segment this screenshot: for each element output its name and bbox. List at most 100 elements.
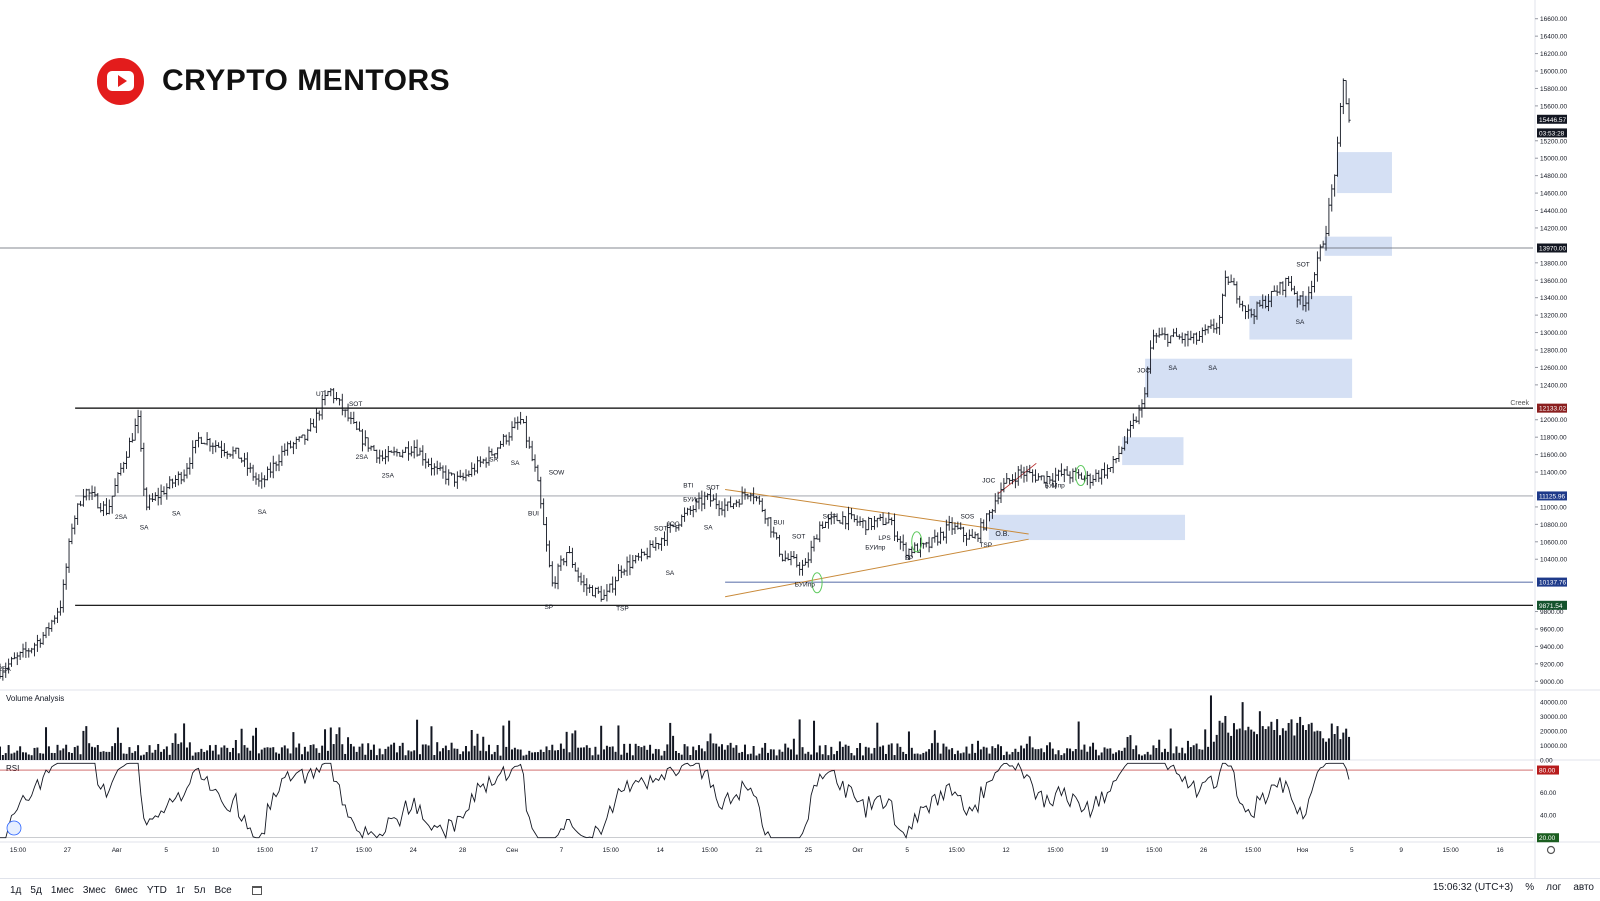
- range-5d[interactable]: 5д: [30, 884, 42, 896]
- volume-bar: [303, 746, 306, 760]
- volume-bar: [767, 752, 770, 760]
- brand-header: CRYPTO MENTORS: [97, 57, 450, 105]
- volume-bar: [637, 745, 640, 760]
- volume-bar: [424, 744, 427, 760]
- volume-bar: [427, 745, 430, 760]
- clock-readout[interactable]: 15:06:32 (UTC+3): [1432, 882, 1514, 893]
- volume-bar: [1158, 739, 1161, 760]
- volume-bar: [479, 750, 482, 760]
- gear-icon[interactable]: [1546, 845, 1556, 855]
- volume-bar: [1123, 747, 1126, 760]
- rsi-line: [0, 762, 1350, 840]
- volume-bar: [1100, 752, 1103, 760]
- volume-bar: [548, 750, 551, 760]
- time-tick-label: 15:00: [1047, 847, 1064, 854]
- volume-bar: [490, 754, 493, 760]
- time-tick-label: 5: [1350, 847, 1354, 854]
- wyckoff-label: SA: [140, 525, 149, 532]
- brand-title: CRYPTO MENTORS: [162, 64, 451, 97]
- time-tick-label: 7: [560, 847, 564, 854]
- volume-bar: [231, 747, 234, 760]
- volume-bar: [565, 731, 568, 760]
- range-ytd[interactable]: YTD: [146, 884, 167, 896]
- percent-toggle[interactable]: %: [1525, 882, 1535, 893]
- volume-bar: [467, 751, 470, 760]
- demand-zone: [988, 514, 1186, 541]
- volume-bar: [1034, 749, 1037, 760]
- volume-bar: [194, 752, 197, 760]
- volume-bar: [315, 748, 318, 760]
- volume-bar: [1247, 726, 1250, 760]
- volume-bar: [824, 745, 827, 760]
- volume-bar: [833, 754, 836, 760]
- volume-bar: [292, 732, 295, 760]
- volume-bar: [919, 754, 922, 760]
- wyckoff-label: БУИпр: [1045, 483, 1065, 490]
- youtube-icon[interactable]: [97, 57, 144, 105]
- price-tick-label: 15200.00: [1540, 138, 1567, 145]
- volume-bar: [1008, 754, 1011, 760]
- volume-bar: [761, 747, 764, 760]
- volume-bar: [1244, 730, 1247, 760]
- range-all[interactable]: Все: [214, 884, 232, 896]
- volume-bar: [367, 743, 370, 760]
- price-tick-label: 12800.00: [1540, 348, 1567, 355]
- wyckoff-label: JOC: [982, 478, 995, 485]
- time-tick-label: Ноя: [1296, 847, 1308, 854]
- volume-bar: [361, 743, 364, 760]
- volume-bar: [588, 747, 591, 760]
- volume-bar: [1057, 750, 1060, 760]
- volume-bar: [1109, 748, 1112, 760]
- wyckoff-label: SA: [172, 511, 181, 518]
- volume-bar: [847, 745, 850, 760]
- volume-bar: [335, 734, 338, 760]
- volume-bar: [395, 752, 398, 760]
- range-1y[interactable]: 1г: [175, 884, 186, 896]
- volume-bar: [979, 749, 982, 760]
- volume-bar: [165, 746, 168, 760]
- volume-bar: [476, 733, 479, 760]
- calendar-icon[interactable]: [251, 885, 262, 895]
- volume-bar: [82, 730, 85, 760]
- volume-bar: [203, 751, 206, 760]
- volume-bar: [456, 748, 459, 760]
- bottom-right-controls: 15:06:32 (UTC+3) % лог авто: [1433, 882, 1594, 893]
- volume-bar: [853, 755, 856, 760]
- volume-bar: [324, 729, 327, 760]
- volume-bar: [1204, 729, 1207, 760]
- range-6m[interactable]: 6мес: [114, 884, 138, 896]
- range-3m[interactable]: 3мес: [82, 884, 106, 896]
- volume-bar: [42, 753, 45, 760]
- volume-bar: [59, 750, 62, 760]
- volume-bar: [1077, 721, 1080, 760]
- volume-bar: [1175, 746, 1178, 760]
- volume-bar: [519, 749, 522, 760]
- time-tick-label: 12: [1002, 847, 1010, 854]
- range-1d[interactable]: 1д: [10, 884, 22, 896]
- volume-bar: [96, 745, 99, 760]
- volume-bar: [1184, 753, 1187, 760]
- log-toggle[interactable]: лог: [1546, 882, 1562, 893]
- volume-bar: [999, 746, 1002, 760]
- demand-zone: [1145, 358, 1353, 398]
- volume-bar: [384, 748, 387, 760]
- volume-bar: [0, 746, 1, 760]
- range-5y[interactable]: 5л: [194, 884, 206, 896]
- price-tick-label: 15000.00: [1540, 156, 1567, 163]
- auto-toggle[interactable]: авто: [1573, 882, 1594, 893]
- volume-bar: [818, 745, 821, 760]
- volume-bar: [1023, 748, 1026, 760]
- volume-bar: [1106, 748, 1109, 760]
- price-tick-label: 12600.00: [1540, 365, 1567, 372]
- volume-bar: [792, 738, 795, 760]
- range-1m[interactable]: 1мес: [50, 884, 74, 896]
- volume-bar: [421, 744, 424, 760]
- time-tick-label: 26: [1200, 847, 1208, 854]
- volume-bar: [249, 750, 252, 760]
- wyckoff-label: 2SA: [115, 514, 128, 521]
- volume-bar: [1250, 729, 1253, 760]
- volume-bar: [571, 733, 574, 760]
- volume-bar: [525, 754, 528, 760]
- volume-bar: [790, 749, 793, 760]
